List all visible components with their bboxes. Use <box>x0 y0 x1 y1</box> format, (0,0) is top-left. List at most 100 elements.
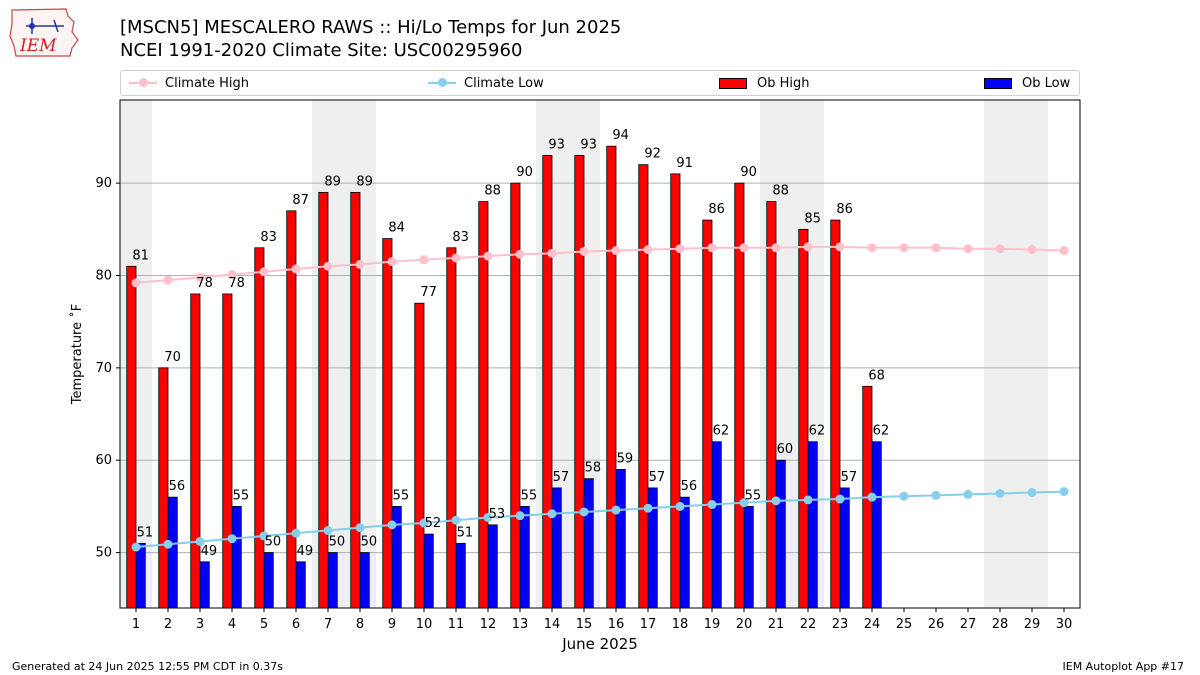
x-tick-label-23: 23 <box>832 617 849 632</box>
ob-low-bar-day-24 <box>871 441 882 609</box>
legend-label-climate-low: Climate Low <box>464 75 544 91</box>
ob-high-label-day-5: 83 <box>260 230 277 245</box>
ob-high-bar-day-23 <box>830 219 841 609</box>
ob-high-bar-day-7 <box>318 191 329 609</box>
ob-low-bar-day-10 <box>423 533 434 609</box>
ob-low-bar-day-12 <box>487 524 498 609</box>
ob-high-label-day-24: 68 <box>868 368 885 383</box>
climate-low-point-day-7 <box>323 525 333 535</box>
ob-low-label-day-12: 53 <box>489 507 506 522</box>
ob-low-label-day-11: 51 <box>457 525 474 540</box>
ob-low-bar-day-21 <box>775 459 786 609</box>
legend-item-ob-low: Ob Low <box>984 74 1070 92</box>
ob-low-label-day-22: 62 <box>809 424 826 439</box>
ob-high-label-day-23: 86 <box>836 202 853 217</box>
ob-low-bar-day-19 <box>711 441 722 609</box>
climate-high-point-day-14 <box>547 248 557 258</box>
x-tick-label-25: 25 <box>896 617 913 632</box>
ob-high-bar-day-9 <box>382 238 393 609</box>
ob-low-label-day-8: 50 <box>361 535 378 550</box>
legend-label-climate-high: Climate High <box>165 75 250 91</box>
x-tick-label-22: 22 <box>800 617 817 632</box>
climate-low-point-day-27 <box>963 489 973 499</box>
chart-subtitle: NCEI 1991-2020 Climate Site: USC00295960 <box>120 40 523 61</box>
climate-low-point-day-26 <box>931 490 941 500</box>
ob-high-bar-day-21 <box>766 201 777 609</box>
ob-high-bar-day-13 <box>510 182 521 609</box>
climate-low-point-day-20 <box>739 498 749 508</box>
legend-item-climate-low: Climate Low <box>428 74 544 92</box>
ob-low-bar-day-11 <box>455 542 466 609</box>
ob-low-bar-day-16 <box>615 469 626 609</box>
ob-high-label-day-13: 90 <box>516 165 533 180</box>
y-tick-label-80: 80 <box>95 268 112 283</box>
ob-high-label-day-9: 84 <box>388 221 405 236</box>
x-tick-label-28: 28 <box>992 617 1009 632</box>
ob-high-bar-day-17 <box>638 164 649 609</box>
ob-low-swatch <box>984 77 1012 89</box>
ob-low-label-day-18: 56 <box>681 479 698 494</box>
ob-high-bar-day-3 <box>190 293 201 609</box>
climate-low-point-day-18 <box>675 501 685 511</box>
climate-high-point-day-15 <box>579 246 589 256</box>
y-tick-label-50: 50 <box>95 546 112 561</box>
x-tick-label-14: 14 <box>544 617 561 632</box>
climate-low-point-day-21 <box>771 496 781 506</box>
ob-low-label-day-3: 49 <box>201 544 218 559</box>
climate-high-point-day-28 <box>995 244 1005 254</box>
y-axis-label: Temperature ˚F <box>69 304 85 405</box>
climate-low-point-day-19 <box>707 500 717 510</box>
climate-high-point-day-21 <box>771 243 781 253</box>
climate-low-point-day-13 <box>515 511 525 521</box>
iem-logo: IEM <box>9 8 79 57</box>
climate-high-point-day-2 <box>163 275 173 285</box>
ob-high-label-day-22: 85 <box>804 211 821 226</box>
climate-low-point-day-1 <box>131 542 141 552</box>
x-tick-label-26: 26 <box>928 617 945 632</box>
climate-low-point-day-17 <box>643 503 653 513</box>
ob-high-label-day-7: 89 <box>324 174 341 189</box>
x-tick-label-11: 11 <box>448 617 465 632</box>
climate-low-line <box>135 490 1065 549</box>
climate-low-point-day-24 <box>867 492 877 502</box>
ob-high-bar-day-2 <box>158 367 169 609</box>
ob-high-bar-day-22 <box>798 228 809 609</box>
climate-low-point-day-23 <box>835 494 845 504</box>
ob-low-bar-day-13 <box>519 505 530 609</box>
climate-high-point-day-18 <box>675 244 685 254</box>
ob-low-label-day-6: 49 <box>297 544 314 559</box>
climate-low-line-swatch <box>428 78 456 87</box>
climate-low-point-day-2 <box>163 539 173 549</box>
climate-high-point-day-12 <box>483 251 493 261</box>
climate-low-point-day-3 <box>195 536 205 546</box>
x-tick-label-20: 20 <box>736 617 753 632</box>
x-tick-label-12: 12 <box>480 617 497 632</box>
x-tick-label-15: 15 <box>576 617 593 632</box>
ob-high-label-day-19: 86 <box>708 202 725 217</box>
weekend-shade-day-29 <box>1016 100 1048 608</box>
ob-high-label-day-20: 90 <box>740 165 757 180</box>
ob-high-label-day-10: 77 <box>420 285 437 300</box>
climate-high-point-day-24 <box>867 243 877 253</box>
climate-low-point-day-5 <box>259 531 269 541</box>
ob-high-bar-day-11 <box>446 247 457 609</box>
climate-high-point-day-25 <box>899 243 909 253</box>
ob-low-label-day-16: 59 <box>617 451 634 466</box>
ob-high-label-day-4: 78 <box>228 276 245 291</box>
climate-low-point-day-8 <box>355 523 365 533</box>
climate-low-point-day-4 <box>227 534 237 544</box>
ob-high-bar-day-10 <box>414 302 425 609</box>
climate-high-line-swatch <box>129 78 157 87</box>
x-tick-label-1: 1 <box>132 617 140 632</box>
ob-high-swatch <box>719 77 747 89</box>
ob-high-label-day-3: 78 <box>196 276 213 291</box>
legend: Climate High Climate Low Ob High Ob Low <box>120 70 1080 96</box>
climate-low-point-day-10 <box>419 518 429 528</box>
ob-low-bar-day-22 <box>807 441 818 609</box>
climate-low-point-day-29 <box>1027 488 1037 498</box>
ob-low-label-day-21: 60 <box>777 442 794 457</box>
plot-frame <box>119 99 1081 609</box>
x-tick-label-5: 5 <box>260 617 268 632</box>
x-axis-label: June 2025 <box>561 635 638 653</box>
